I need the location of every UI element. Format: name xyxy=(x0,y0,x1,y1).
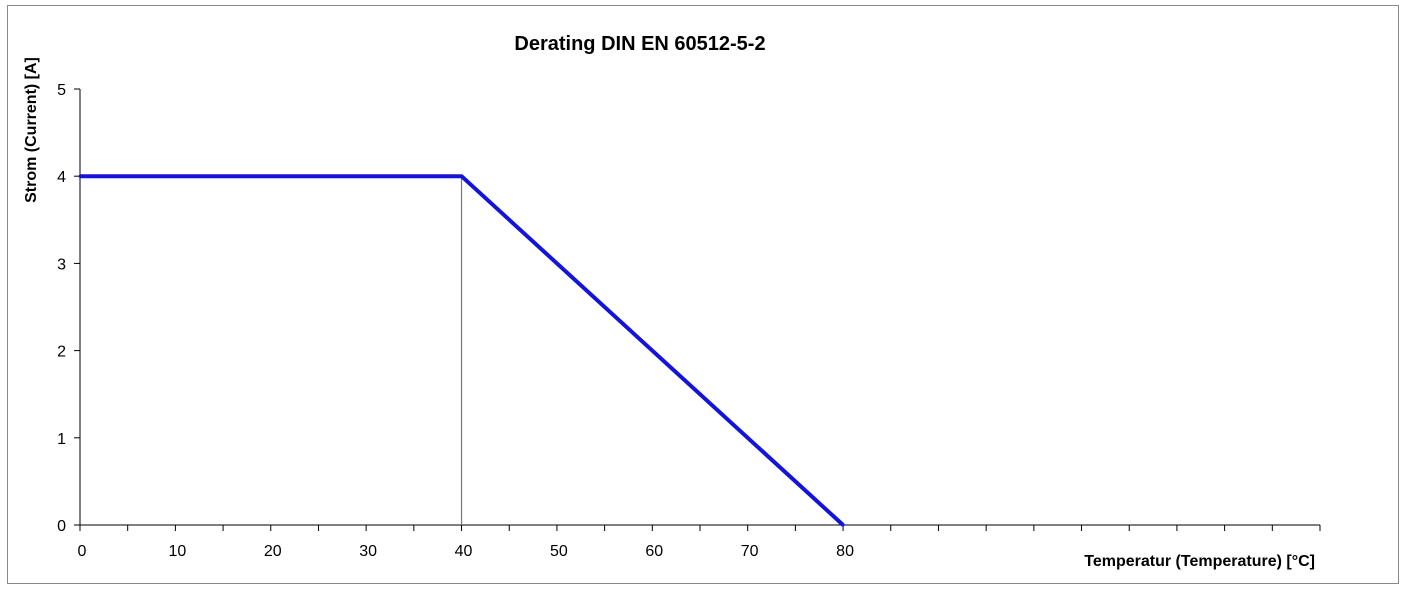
x-tick-label: 10 xyxy=(168,543,186,560)
x-tick-label: 20 xyxy=(264,543,282,560)
y-tick-label: 1 xyxy=(57,431,66,448)
y-tick-label: 0 xyxy=(57,518,66,535)
y-tick-label: 3 xyxy=(57,256,66,273)
y-tick-label: 5 xyxy=(57,82,66,99)
data-point xyxy=(841,523,845,527)
x-tick-label: 80 xyxy=(836,543,854,560)
x-tick-label: 30 xyxy=(359,543,377,560)
chart-title: Derating DIN EN 60512-5-2 xyxy=(514,33,765,55)
chart-border xyxy=(7,5,1399,584)
x-tick-label: 0 xyxy=(78,543,87,560)
y-axis-label: Strom (Current) [A] xyxy=(23,57,40,203)
x-tick-label: 70 xyxy=(741,543,759,560)
y-tick-label: 4 xyxy=(57,169,66,186)
x-tick-label: 40 xyxy=(455,543,473,560)
y-tick-label: 2 xyxy=(57,344,66,361)
x-tick-label: 60 xyxy=(645,543,663,560)
data-point xyxy=(78,174,82,178)
x-tick-label: 50 xyxy=(550,543,568,560)
x-axis-label: Temperatur (Temperature) [°C] xyxy=(1084,553,1315,570)
data-point xyxy=(460,174,464,178)
